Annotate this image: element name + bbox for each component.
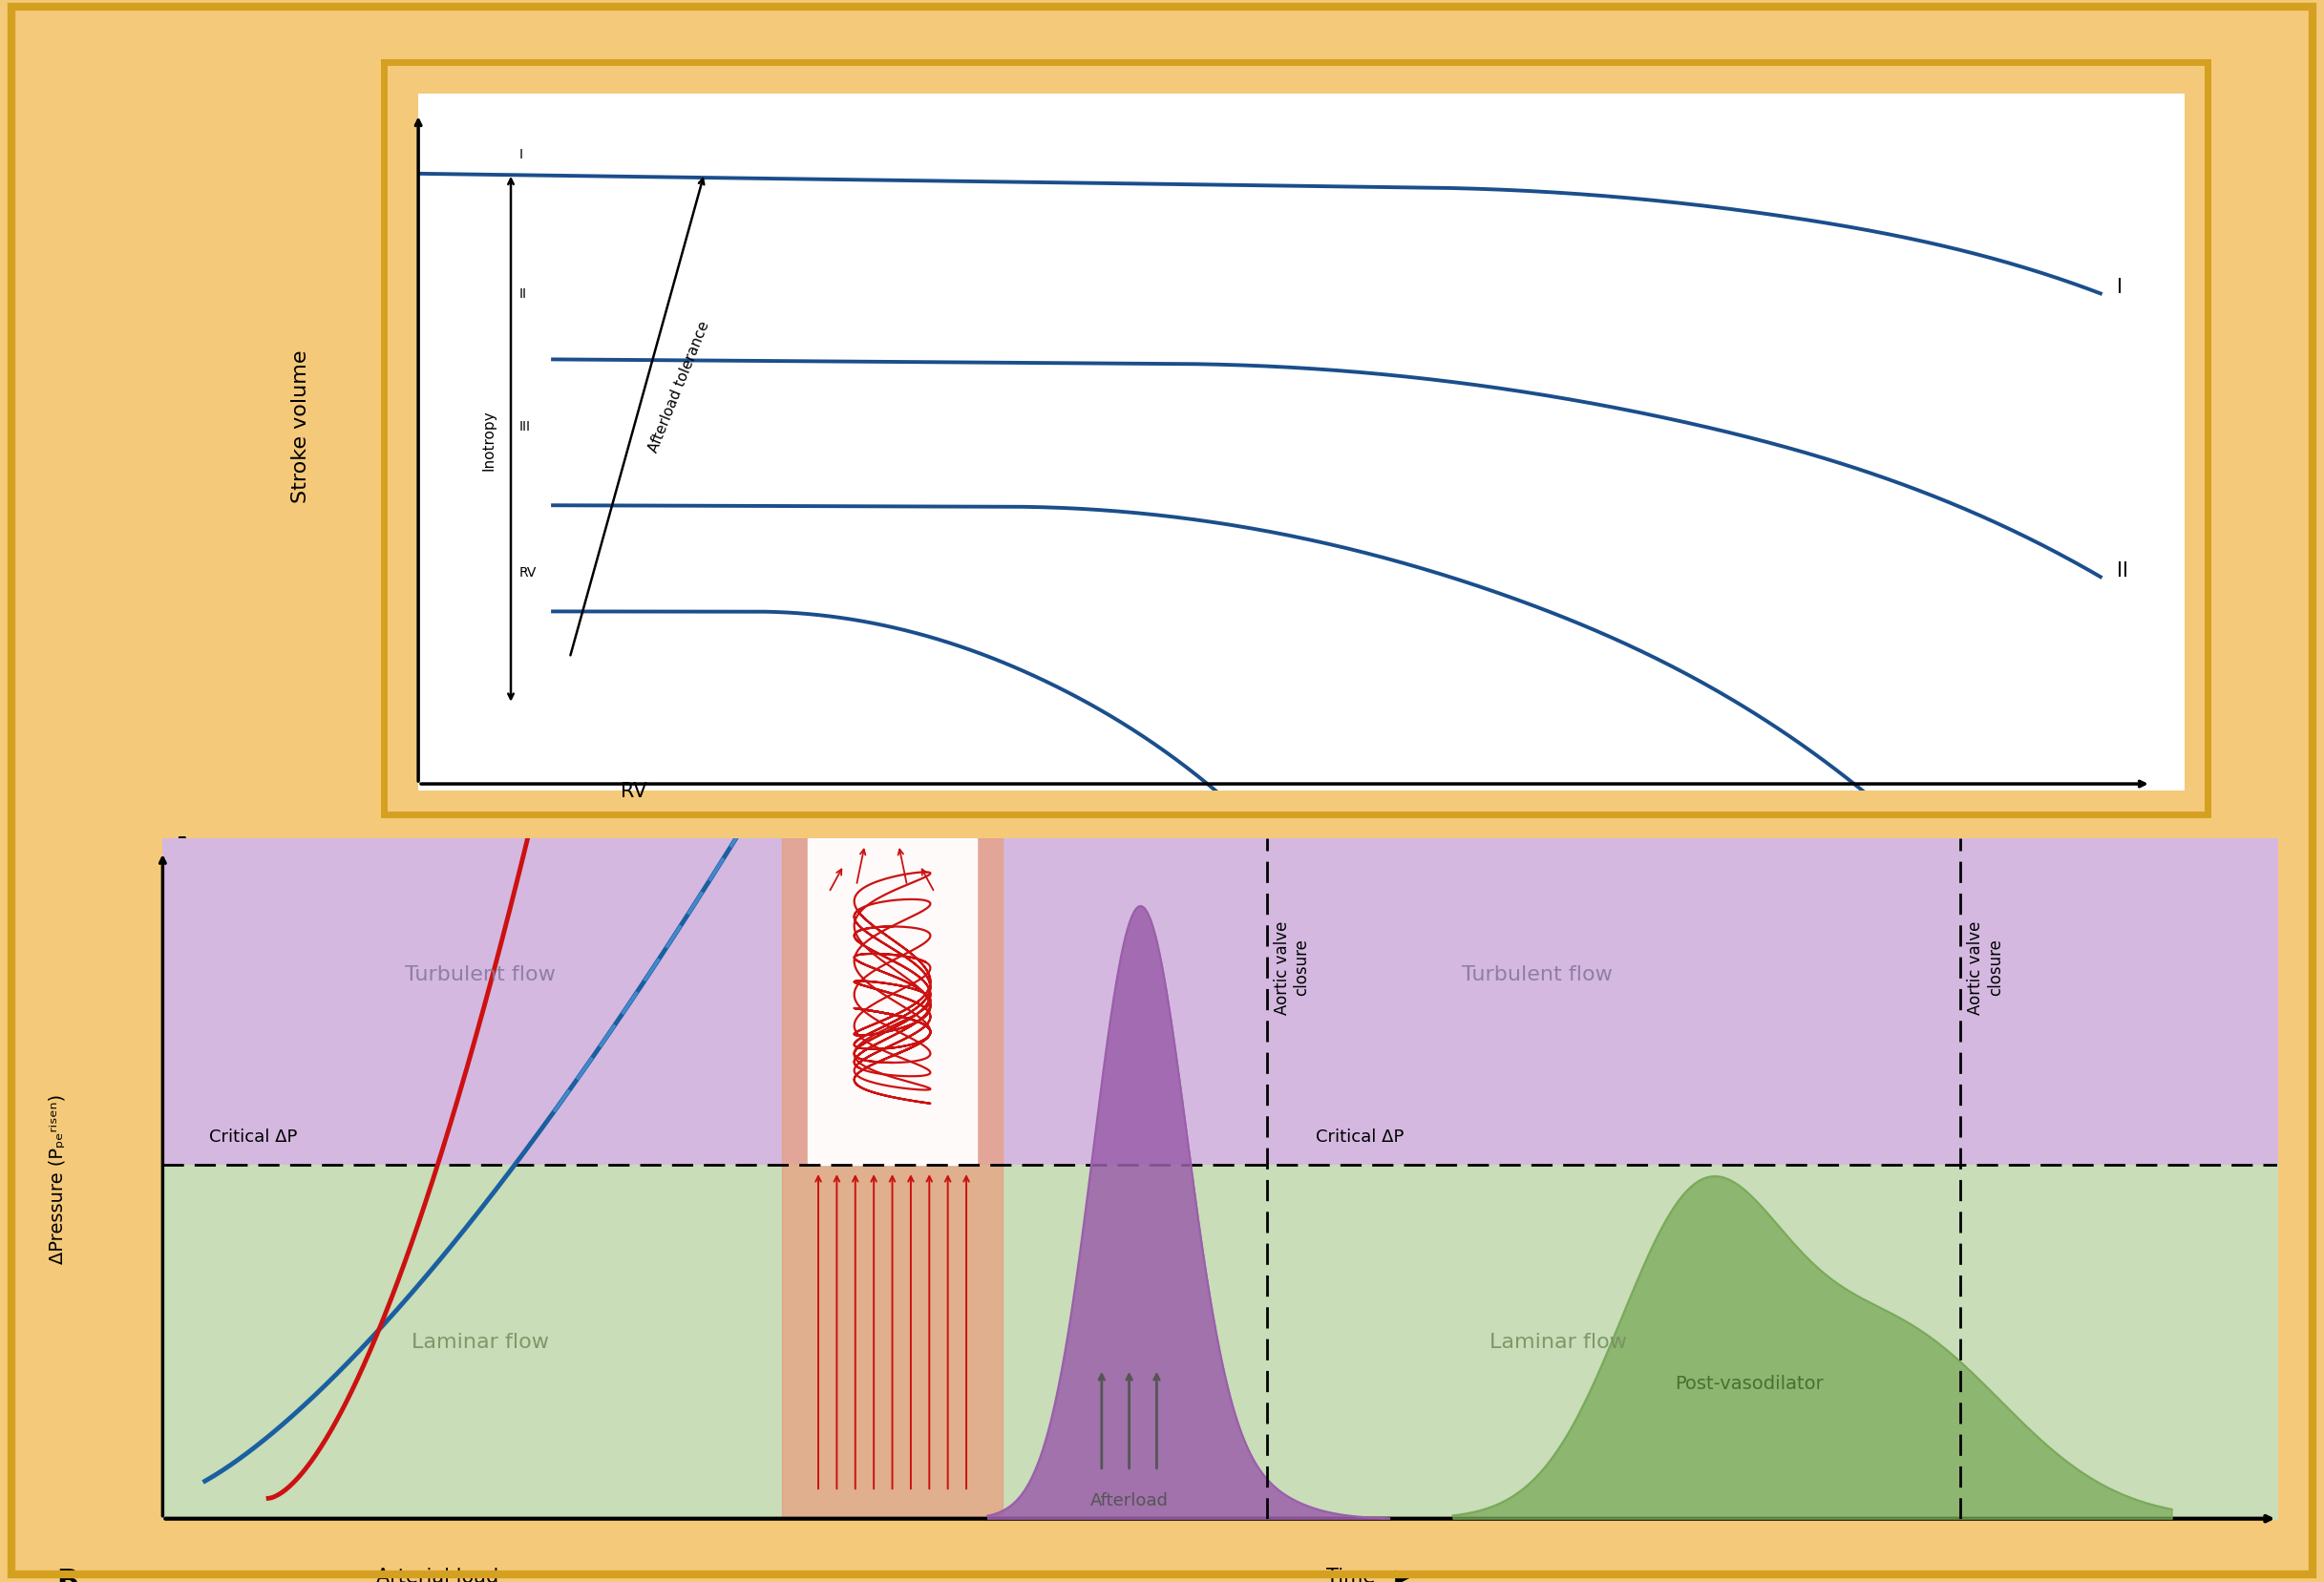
Text: II: II <box>518 286 528 301</box>
Text: Critical ΔP: Critical ΔP <box>209 1128 297 1145</box>
Text: Time—▶: Time—▶ <box>1325 1566 1411 1582</box>
Text: A: A <box>172 835 193 862</box>
Text: Afterload (vascular pressure): Afterload (vascular pressure) <box>1139 837 1448 856</box>
Text: Turbulent flow: Turbulent flow <box>404 965 555 984</box>
Text: Afterload tolerance: Afterload tolerance <box>646 320 711 454</box>
Text: ΔPressure (Pₚₑʳⁱˢᵉⁿ): ΔPressure (Pₚₑʳⁱˢᵉⁿ) <box>49 1093 65 1264</box>
Text: Aortic valve
closure: Aortic valve closure <box>1274 921 1311 1014</box>
Text: Inotropy: Inotropy <box>481 410 495 470</box>
Text: Afterload: Afterload <box>1090 1492 1169 1509</box>
Text: Post-vasodilator: Post-vasodilator <box>1676 1373 1822 1392</box>
Text: I: I <box>2117 278 2124 297</box>
Text: Arterial load: Arterial load <box>376 1566 500 1582</box>
Text: Laminar flow: Laminar flow <box>1490 1332 1627 1351</box>
Text: B: B <box>58 1566 79 1582</box>
Text: II: II <box>2117 562 2129 581</box>
Text: Critical ΔP: Critical ΔP <box>1315 1128 1404 1145</box>
Text: Turbulent flow: Turbulent flow <box>1462 965 1613 984</box>
Text: RV: RV <box>621 782 646 800</box>
Text: III: III <box>2085 1008 2101 1027</box>
Text: RV: RV <box>518 565 537 579</box>
Text: Laminar flow: Laminar flow <box>411 1332 548 1351</box>
Text: Aortic valve
closure: Aortic valve closure <box>1966 921 2003 1014</box>
Text: I: I <box>518 147 523 161</box>
Text: Stroke volume: Stroke volume <box>290 350 309 503</box>
Text: III: III <box>518 419 530 433</box>
